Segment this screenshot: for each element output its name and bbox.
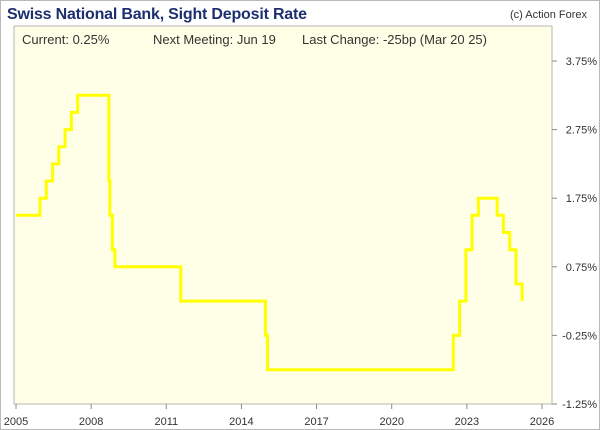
plot-area bbox=[13, 25, 553, 405]
chart-title: Swiss National Bank, Sight Deposit Rate bbox=[7, 6, 307, 23]
y-tick-label: -1.25% bbox=[562, 399, 597, 411]
y-tick-label: 0.75% bbox=[566, 262, 597, 274]
next-meeting-label: Next Meeting: Jun 19 bbox=[153, 32, 276, 47]
current-rate-label: Current: 0.25% bbox=[22, 32, 110, 47]
x-tick-label: 2020 bbox=[379, 416, 403, 428]
source-credit: (c) Action Forex bbox=[509, 9, 587, 21]
x-tick-label: 2011 bbox=[154, 416, 178, 428]
x-tick-label: 2026 bbox=[530, 416, 554, 428]
y-tick-label: -0.25% bbox=[562, 330, 597, 342]
last-change-label: Last Change: -25bp (Mar 20 25) bbox=[302, 32, 487, 47]
axes: 3.75% 2.75% 1.75% 0.75% -0.25% -1.25% 2005 2008… bbox=[4, 56, 597, 428]
x-tick-label: 2008 bbox=[79, 416, 103, 428]
x-tick-label: 2023 bbox=[455, 416, 479, 428]
x-tick-label: 2017 bbox=[304, 416, 328, 428]
y-tick-label: 3.75% bbox=[566, 56, 597, 68]
series-line-sight-deposit-rate bbox=[16, 93, 524, 372]
y-tick-label: 2.75% bbox=[566, 125, 597, 137]
x-tick-label: 2014 bbox=[229, 416, 253, 428]
x-tick-label: 2005 bbox=[4, 416, 28, 428]
y-tick-label: 1.75% bbox=[566, 193, 597, 205]
